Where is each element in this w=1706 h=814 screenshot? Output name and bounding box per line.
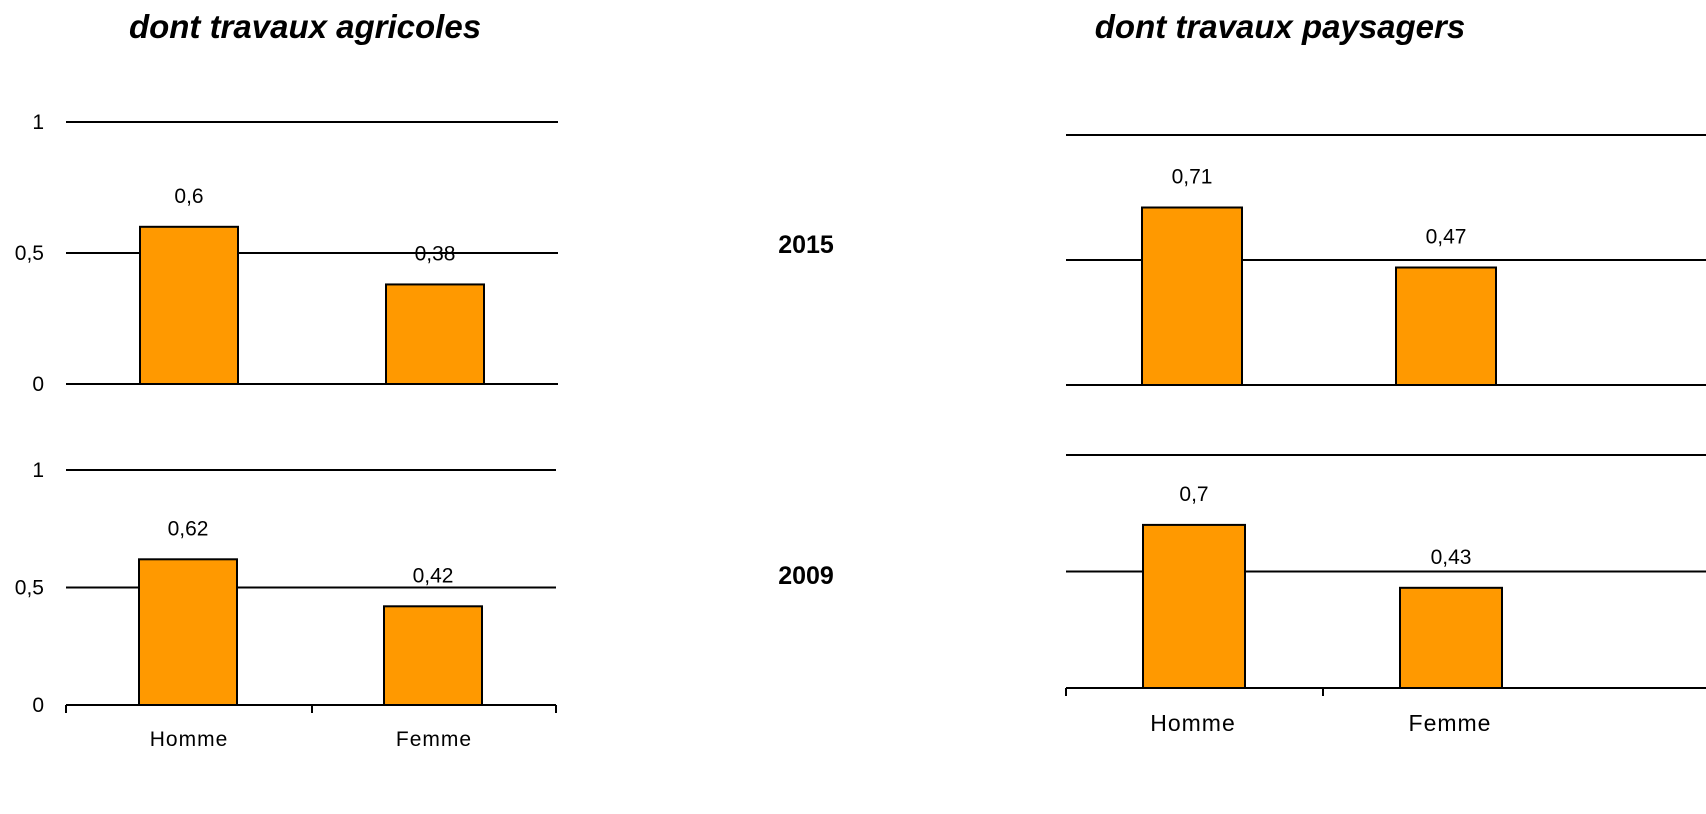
bar-femme xyxy=(1395,266,1497,386)
bar-chart-2009-paysagers: 0,7 0,43 xyxy=(1065,454,1706,696)
bar-chart-2015-paysagers: 0,71 0,47 xyxy=(1066,134,1706,386)
bar-homme xyxy=(1141,206,1243,386)
y-tick-label: 1 xyxy=(32,111,44,134)
x-tick-label-homme: Homme xyxy=(1150,710,1236,736)
data-label: 0,47 xyxy=(1426,226,1467,249)
right-x-axis-labels: Homme Femme xyxy=(1150,710,1492,736)
year-label-2015: 2015 xyxy=(778,231,834,259)
bar-femme xyxy=(1399,586,1503,689)
data-label: 0,7 xyxy=(1179,483,1208,506)
bar-homme xyxy=(139,225,239,385)
x-tick-label-femme: Femme xyxy=(1409,710,1492,736)
left-panel-title: dont travaux agricoles xyxy=(129,8,481,45)
left-x-axis-labels: Homme Femme xyxy=(150,728,472,751)
bar-femme xyxy=(385,283,485,385)
y-tick-label: 0,5 xyxy=(15,242,44,265)
y-tick-label: 1 xyxy=(32,459,44,482)
data-label: 0,6 xyxy=(174,185,203,208)
data-label: 0,71 xyxy=(1172,166,1213,189)
year-label-2009: 2009 xyxy=(778,562,834,590)
bar-homme xyxy=(138,558,238,706)
data-label: 0,43 xyxy=(1431,546,1472,569)
data-label: 0,62 xyxy=(168,517,209,540)
x-tick-label-homme: Homme xyxy=(150,728,229,751)
bar-homme xyxy=(1142,523,1246,690)
bar-femme xyxy=(383,605,483,706)
data-label: 0,38 xyxy=(415,242,456,265)
y-tick-label: 0,5 xyxy=(15,577,44,600)
right-panel-title: dont travaux paysagers xyxy=(1095,8,1465,45)
chart-panels: 0 0,5 1 0,6 0,38 0 0,5 1 0,62 0,42 0,71 0,47 0,7 0,43 xyxy=(15,111,1706,717)
y-tick-label: 0 xyxy=(32,694,44,717)
bar-chart-2009-agricoles: 0 0,5 1 0,62 0,42 xyxy=(15,459,557,717)
y-tick-label: 0 xyxy=(32,373,44,396)
data-label: 0,42 xyxy=(413,564,454,587)
bar-chart-2015-agricoles: 0 0,5 1 0,6 0,38 xyxy=(15,111,558,396)
x-tick-label-femme: Femme xyxy=(396,728,472,751)
